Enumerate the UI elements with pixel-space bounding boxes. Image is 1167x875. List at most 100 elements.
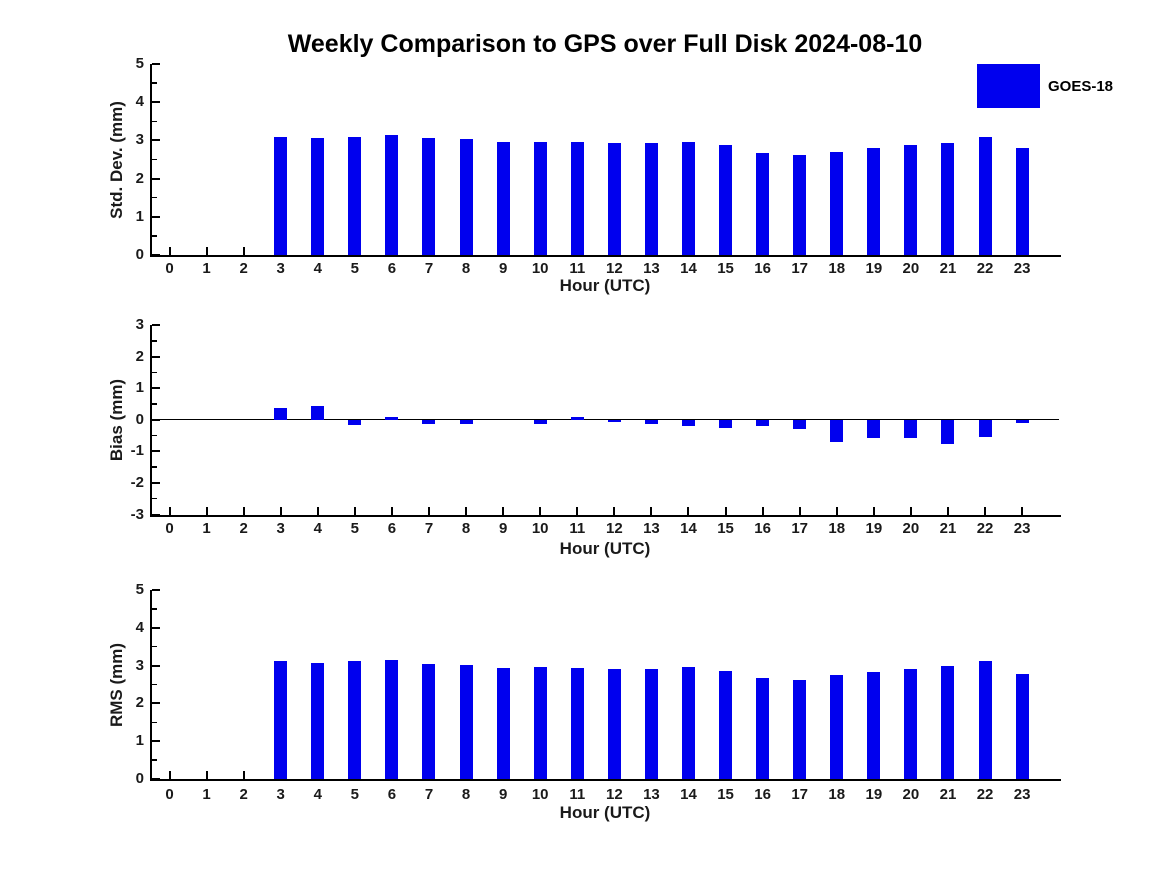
x-tick (984, 506, 987, 515)
x-tick-label: 1 (202, 520, 211, 537)
bar-hour-23 (1015, 419, 1029, 424)
y-minor-tick (151, 371, 157, 374)
x-tick (724, 506, 727, 515)
bar-hour-13 (644, 419, 658, 424)
x-tick-label: 2 (239, 260, 248, 277)
x-tick (242, 247, 245, 255)
x-tick-label: 1 (202, 786, 211, 803)
x-tick-label: 6 (387, 520, 397, 537)
bar-hour-14 (681, 141, 695, 255)
y-minor-tick (151, 235, 157, 237)
x-tick-label: 12 (605, 260, 623, 277)
y-tick-label: 0 (135, 410, 144, 428)
x-tick-label: 16 (754, 786, 771, 803)
y-minor-tick (151, 434, 157, 437)
y-tick (151, 324, 160, 326)
y-tick (151, 664, 160, 667)
bar-hour-3 (274, 136, 288, 255)
x-tick-label: 20 (902, 786, 920, 803)
x-tick (539, 506, 542, 515)
y-axis-line (149, 590, 152, 781)
bar-hour-15 (719, 670, 733, 779)
x-tick-label: 7 (424, 786, 434, 803)
y-tick-label: -3 (130, 505, 144, 523)
bar-hour-20 (904, 144, 918, 255)
x-tick-label: 14 (680, 786, 697, 803)
legend-swatch-goes18 (977, 64, 1040, 108)
x-tick-label: 17 (791, 520, 809, 537)
y-tick-label: -2 (130, 473, 144, 491)
y-minor-tick (151, 608, 157, 610)
x-axis-label: Hour (UTC) (559, 539, 651, 558)
x-tick-label: 10 (531, 786, 549, 803)
y-tick-label: 3 (135, 656, 144, 674)
x-tick-label: 14 (680, 520, 697, 537)
y-tick-label: 2 (135, 169, 144, 187)
x-axis-label: Hour (UTC) (559, 276, 651, 295)
y-tick-label: 5 (135, 581, 144, 598)
x-tick-label: 15 (717, 786, 734, 803)
x-tick (613, 506, 616, 515)
bar-hour-17 (793, 154, 807, 255)
bar-hour-14 (681, 419, 695, 426)
page-title: Weekly Comparison to GPS over Full Disk … (287, 30, 923, 58)
x-tick (687, 506, 690, 515)
bar-hour-23 (1015, 148, 1029, 255)
y-tick-label: 3 (135, 316, 144, 333)
x-tick-label: 2 (239, 786, 248, 803)
bar-hour-21 (941, 665, 955, 779)
bar-hour-13 (644, 143, 658, 255)
x-tick-label: 8 (461, 786, 471, 803)
y-tick-label: 1 (135, 732, 144, 750)
x-tick (502, 506, 505, 515)
bar-hour-6 (385, 417, 399, 420)
bar-hour-16 (756, 678, 770, 779)
x-tick (205, 771, 208, 779)
x-tick-label: 21 (939, 786, 957, 803)
x-tick-label: 0 (165, 520, 174, 537)
x-tick-label: 7 (424, 520, 434, 537)
bar-hour-13 (644, 669, 658, 779)
x-tick-label: 22 (976, 520, 994, 537)
bar-hour-20 (904, 419, 918, 438)
bar-hour-18 (830, 675, 844, 779)
bar-hour-18 (830, 152, 844, 255)
y-minor-tick (151, 82, 157, 84)
y-minor-tick (151, 158, 157, 161)
bar-hour-19 (867, 419, 881, 439)
x-tick-label: 9 (498, 520, 508, 537)
x-tick-label: 19 (865, 260, 883, 277)
bar-hour-4 (311, 137, 325, 255)
y-minor-tick (151, 721, 157, 724)
bar-hour-21 (941, 419, 955, 445)
y-tick-label: 3 (135, 131, 144, 149)
x-tick-label: 22 (976, 260, 994, 277)
y-tick (151, 139, 160, 142)
y-tick-label: -1 (130, 442, 144, 460)
x-tick-label: 11 (569, 786, 586, 803)
bar-hour-12 (607, 669, 621, 779)
bar-hour-23 (1015, 673, 1029, 779)
bar-hour-19 (867, 672, 881, 779)
x-tick-label: 6 (387, 786, 397, 803)
bar-hour-19 (867, 148, 881, 255)
x-axis-line (149, 514, 1061, 517)
x-tick-label: 2 (239, 520, 248, 537)
x-tick-label: 18 (828, 786, 846, 803)
x-tick-label: 20 (902, 260, 920, 277)
x-tick-label: 21 (939, 260, 957, 277)
y-tick (151, 254, 160, 256)
y-minor-tick (151, 196, 157, 199)
y-minor-tick (151, 466, 157, 468)
x-tick-label: 12 (605, 786, 623, 803)
x-tick-label: 14 (680, 260, 697, 277)
x-tick-label: 13 (643, 520, 660, 537)
x-tick-label: 4 (313, 786, 322, 803)
x-tick-label: 16 (754, 260, 771, 277)
x-tick-label: 23 (1013, 260, 1031, 277)
x-tick-label: 0 (165, 786, 174, 803)
x-tick (279, 506, 282, 515)
x-tick-label: 18 (828, 260, 846, 277)
x-tick-label: 4 (313, 520, 322, 537)
